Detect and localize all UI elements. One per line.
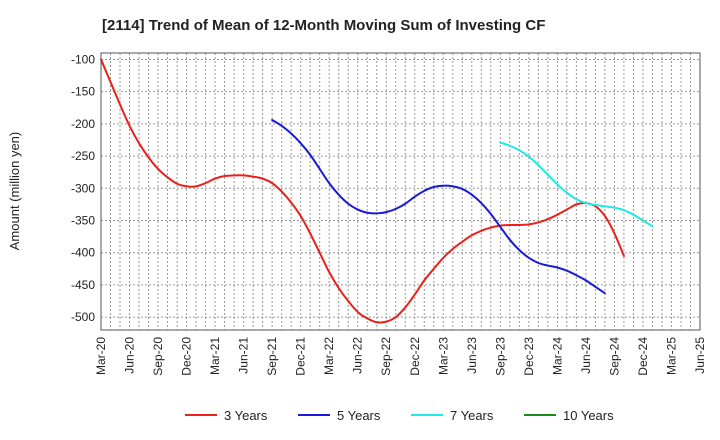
x-tick-label: Dec-20 [180,337,194,376]
x-tick-label: Jun-20 [123,337,137,374]
series-line-3-years [100,58,625,324]
series-line-7-years [499,141,654,228]
x-tick-label: Sep-23 [493,337,507,376]
x-tick-label: Mar-21 [208,337,222,375]
x-tick-label: Mar-23 [436,337,450,375]
legend: 3 Years 5 Years 7 Years 10 Years [185,408,614,423]
x-tick-label: Sep-20 [151,337,165,376]
x-tick-label: Dec-22 [408,337,422,376]
plot-area [101,53,700,330]
x-tick-label: Jun-25 [693,337,707,374]
x-tick-label: Jun-22 [351,337,365,374]
y-tick-label: -150 [71,85,95,99]
y-tick-label: -100 [71,52,95,66]
x-tick-label: Mar-24 [550,337,564,375]
y-tick-label: -350 [71,213,95,227]
y-axis-label: Amount (million yen) [7,132,22,251]
legend-label: 7 Years [450,408,494,423]
y-tick-label: -250 [71,149,95,163]
x-tick-label: Mar-25 [664,337,678,375]
x-tick-label: Mar-20 [94,337,108,375]
plot-frame [100,52,701,331]
y-tick-label: -300 [71,181,95,195]
series-layer [100,58,654,324]
x-tick-label: Dec-23 [522,337,536,376]
x-tick-label: Sep-22 [379,337,393,376]
y-tick-label: -500 [71,310,95,324]
chart-title: [2114] Trend of Mean of 12-Month Moving … [102,17,545,34]
x-tick-label: Sep-24 [607,337,621,376]
x-tick-label: Sep-21 [265,337,279,376]
x-tick-label: Dec-24 [636,337,650,376]
x-tick-label: Jun-24 [579,337,593,374]
y-tick-label: -400 [71,246,95,260]
x-ticks: Mar-20 Jun-20 Sep-20 Dec-20 Mar-21 Jun-21 Sep-… [94,337,707,376]
x-tick-label: Dec-21 [294,337,308,376]
legend-label: 10 Years [563,408,614,423]
legend-label: 3 Years [224,408,268,423]
series-line-5-years [271,119,606,295]
legend-label: 5 Years [337,408,381,423]
x-tick-label: Jun-23 [465,337,479,374]
x-tick-label: Mar-22 [322,337,336,375]
x-tick-label: Jun-21 [237,337,251,374]
y-ticks: -100 -150 -200 -250 -300 -350 -400 -450 -500 [71,52,95,324]
y-tick-label: -450 [71,278,95,292]
y-tick-label: -200 [71,117,95,131]
